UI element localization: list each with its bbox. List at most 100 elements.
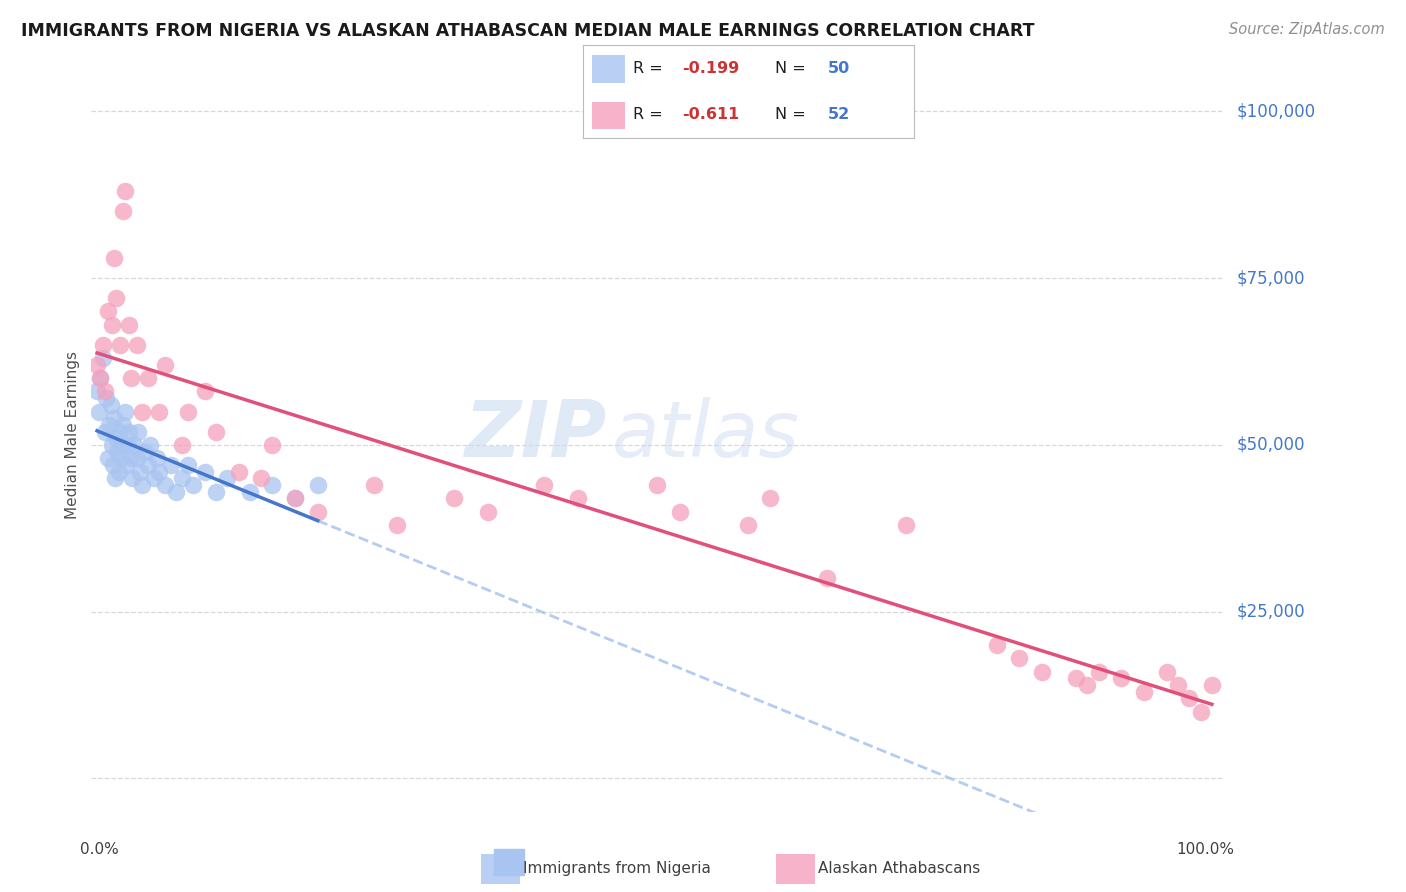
- Point: [148, 404, 170, 418]
- Point: [120, 451, 142, 466]
- Point: [896, 517, 918, 532]
- Text: R =: R =: [633, 107, 668, 122]
- Point: [1156, 665, 1178, 679]
- Y-axis label: Median Male Earnings: Median Male Earnings: [65, 351, 80, 519]
- Point: [125, 451, 148, 466]
- Point: [94, 425, 117, 439]
- Text: N =: N =: [775, 107, 811, 122]
- Point: [124, 438, 146, 452]
- Point: [134, 444, 156, 458]
- Point: [86, 384, 108, 399]
- Point: [205, 484, 228, 499]
- Point: [105, 431, 128, 445]
- Point: [645, 478, 668, 492]
- Point: [100, 438, 122, 452]
- Point: [108, 425, 131, 439]
- Text: 52: 52: [828, 107, 851, 122]
- Point: [136, 458, 159, 472]
- Point: [284, 491, 307, 506]
- Point: [477, 504, 499, 518]
- Point: [1064, 671, 1087, 685]
- Text: 50: 50: [828, 61, 851, 76]
- Point: [250, 471, 273, 485]
- Point: [262, 438, 284, 452]
- Point: [101, 458, 124, 472]
- Point: [1076, 678, 1098, 692]
- Point: [114, 404, 136, 418]
- Point: [89, 404, 111, 418]
- Text: Immigrants from Nigeria: Immigrants from Nigeria: [523, 862, 711, 876]
- Text: $50,000: $50,000: [1237, 436, 1306, 454]
- Point: [117, 438, 139, 452]
- Point: [193, 465, 217, 479]
- Point: [142, 471, 165, 485]
- Point: [100, 318, 122, 332]
- Point: [262, 478, 284, 492]
- Point: [385, 517, 408, 532]
- Point: [120, 371, 142, 385]
- Point: [1008, 651, 1031, 665]
- Point: [737, 517, 759, 532]
- Text: $25,000: $25,000: [1237, 603, 1306, 621]
- Point: [669, 504, 692, 518]
- Point: [91, 338, 114, 352]
- Point: [103, 251, 125, 265]
- Point: [127, 425, 149, 439]
- Point: [114, 185, 136, 199]
- Point: [89, 371, 111, 385]
- Text: -0.199: -0.199: [683, 61, 740, 76]
- Point: [205, 425, 228, 439]
- Text: -0.611: -0.611: [683, 107, 740, 122]
- Point: [759, 491, 782, 506]
- Text: atlas: atlas: [612, 397, 800, 473]
- Point: [176, 458, 198, 472]
- Point: [815, 571, 838, 585]
- Point: [1167, 678, 1189, 692]
- Point: [153, 358, 176, 372]
- Point: [125, 338, 148, 352]
- FancyBboxPatch shape: [592, 55, 624, 83]
- Text: Alaskan Athabascans: Alaskan Athabascans: [818, 862, 980, 876]
- Point: [567, 491, 589, 506]
- Point: [94, 391, 117, 405]
- Point: [118, 425, 141, 439]
- Point: [112, 204, 135, 219]
- Point: [86, 358, 108, 372]
- Point: [107, 444, 129, 458]
- Point: [110, 451, 132, 466]
- Text: ZIP: ZIP: [464, 397, 606, 473]
- Point: [217, 471, 239, 485]
- Point: [153, 478, 176, 492]
- Point: [103, 411, 125, 425]
- Text: $75,000: $75,000: [1237, 269, 1306, 287]
- Point: [1111, 671, 1133, 685]
- Text: IMMIGRANTS FROM NIGERIA VS ALASKAN ATHABASCAN MEDIAN MALE EARNINGS CORRELATION C: IMMIGRANTS FROM NIGERIA VS ALASKAN ATHAB…: [21, 22, 1035, 40]
- Point: [1189, 705, 1212, 719]
- Point: [104, 471, 127, 485]
- Point: [148, 465, 170, 479]
- Point: [1201, 678, 1223, 692]
- Point: [136, 371, 159, 385]
- Point: [1031, 665, 1053, 679]
- Text: N =: N =: [775, 61, 811, 76]
- FancyBboxPatch shape: [592, 103, 624, 129]
- Point: [108, 338, 131, 352]
- Point: [443, 491, 465, 506]
- Point: [176, 404, 198, 418]
- Point: [139, 438, 162, 452]
- Point: [228, 465, 250, 479]
- Point: [112, 417, 135, 432]
- Point: [98, 417, 121, 432]
- Point: [131, 404, 153, 418]
- Point: [239, 484, 262, 499]
- Point: [1087, 665, 1109, 679]
- Point: [170, 471, 193, 485]
- Text: 0.0%: 0.0%: [80, 842, 120, 857]
- Text: R =: R =: [633, 61, 668, 76]
- Point: [307, 478, 329, 492]
- Point: [89, 371, 111, 385]
- Point: [533, 478, 555, 492]
- Point: [363, 478, 385, 492]
- Text: 100.0%: 100.0%: [1177, 842, 1234, 857]
- Point: [111, 438, 134, 452]
